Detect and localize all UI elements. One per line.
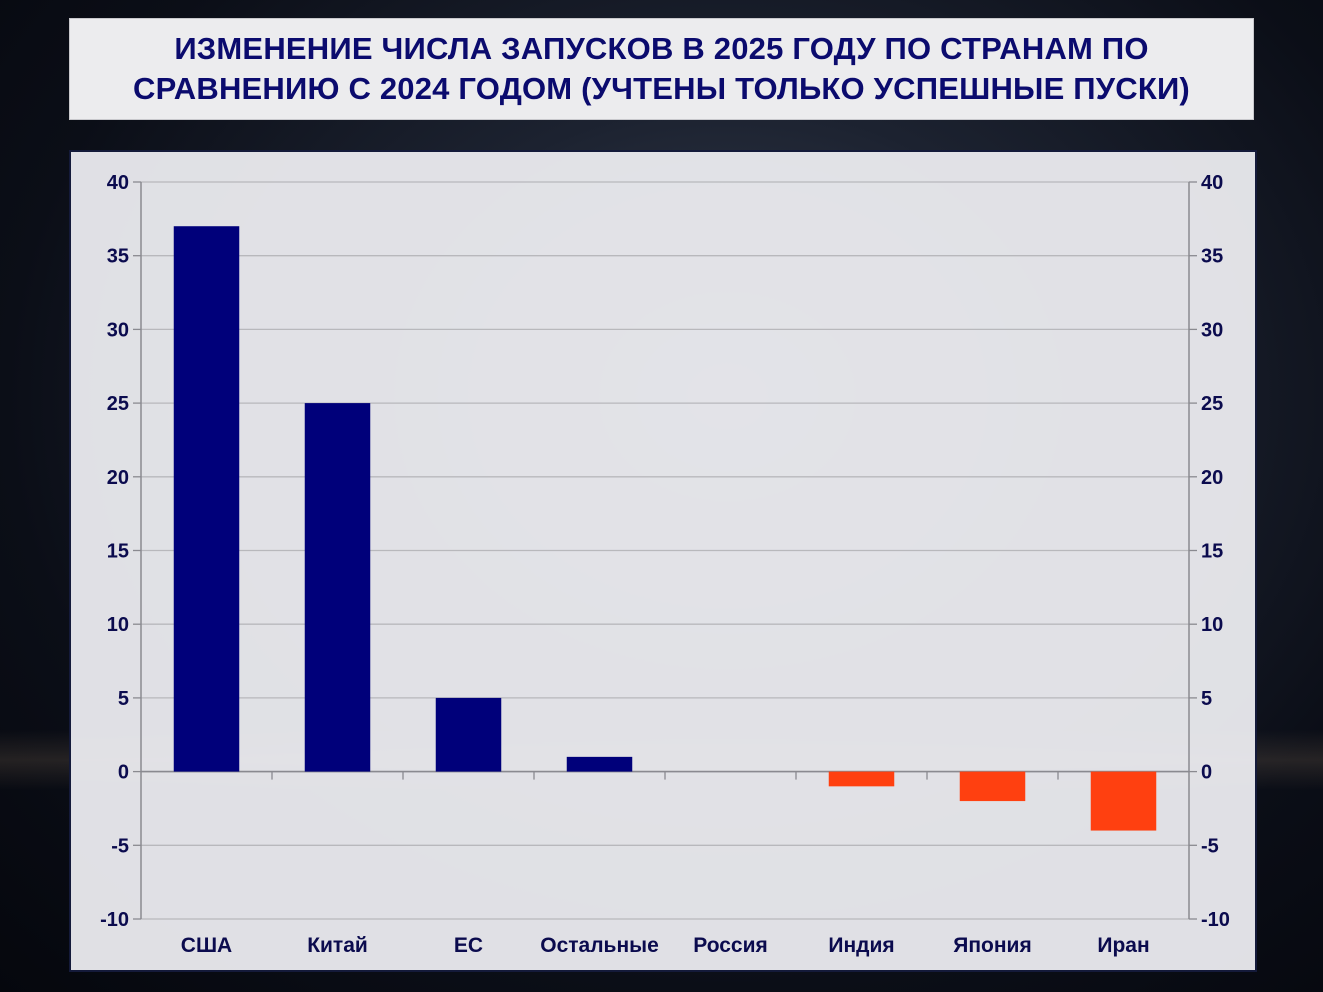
y-tick-label-left: -10 <box>100 909 129 931</box>
y-tick-label-left: -5 <box>111 835 129 857</box>
y-tick-label-right: 10 <box>1201 614 1223 636</box>
bar-0 <box>173 226 240 772</box>
category-label: Китай <box>307 934 368 957</box>
chart-title: ИЗМЕНЕНИЕ ЧИСЛА ЗАПУСКОВ В 2025 ГОДУ ПО … <box>133 31 1190 106</box>
bar-5 <box>828 771 895 787</box>
category-label: США <box>181 934 232 957</box>
y-tick-label-right: 20 <box>1201 467 1223 489</box>
y-tick-label-right: -10 <box>1201 909 1230 931</box>
category-label: ЕС <box>454 934 483 957</box>
y-tick-label-left: 20 <box>107 467 129 489</box>
category-label: Япония <box>953 934 1031 957</box>
category-label: Иран <box>1097 934 1149 957</box>
y-tick-label-right: 0 <box>1201 762 1212 784</box>
bar-7 <box>1090 771 1157 831</box>
category-label: Россия <box>693 934 768 957</box>
y-tick-label-left: 30 <box>107 319 129 341</box>
y-tick-label-right: 35 <box>1201 246 1223 268</box>
chart-panel: 40 40 35 35 30 30 25 25 20 20 15 15 10 10 5 5 0 0 -5 -5 -10 -… <box>69 150 1257 972</box>
y-tick-label-left: 0 <box>118 762 129 784</box>
bar-3 <box>566 756 633 772</box>
y-tick-label-right: -5 <box>1201 835 1219 857</box>
y-tick-label-left: 25 <box>107 393 129 415</box>
y-tick-label-left: 5 <box>118 688 129 710</box>
y-tick-label-left: 15 <box>107 541 129 563</box>
bar-chart: 40 40 35 35 30 30 25 25 20 20 15 15 10 10 5 5 0 0 -5 -5 -10 -… <box>100 172 1230 957</box>
y-tick-label-right: 30 <box>1201 319 1223 341</box>
y-tick-label-left: 40 <box>107 172 129 194</box>
category-label: Остальные <box>540 934 659 957</box>
y-tick-label-left: 35 <box>107 246 129 268</box>
y-tick-label-right: 15 <box>1201 541 1223 563</box>
category-label: Индия <box>828 934 894 957</box>
bar-6 <box>959 771 1026 802</box>
y-tick-label-right: 5 <box>1201 688 1212 710</box>
y-tick-label-left: 10 <box>107 614 129 636</box>
title-box: ИЗМЕНЕНИЕ ЧИСЛА ЗАПУСКОВ В 2025 ГОДУ ПО … <box>69 18 1254 120</box>
bar-1 <box>304 403 371 772</box>
y-tick-label-right: 40 <box>1201 172 1223 194</box>
y-tick-label-right: 25 <box>1201 393 1223 415</box>
bar-2 <box>435 697 502 772</box>
